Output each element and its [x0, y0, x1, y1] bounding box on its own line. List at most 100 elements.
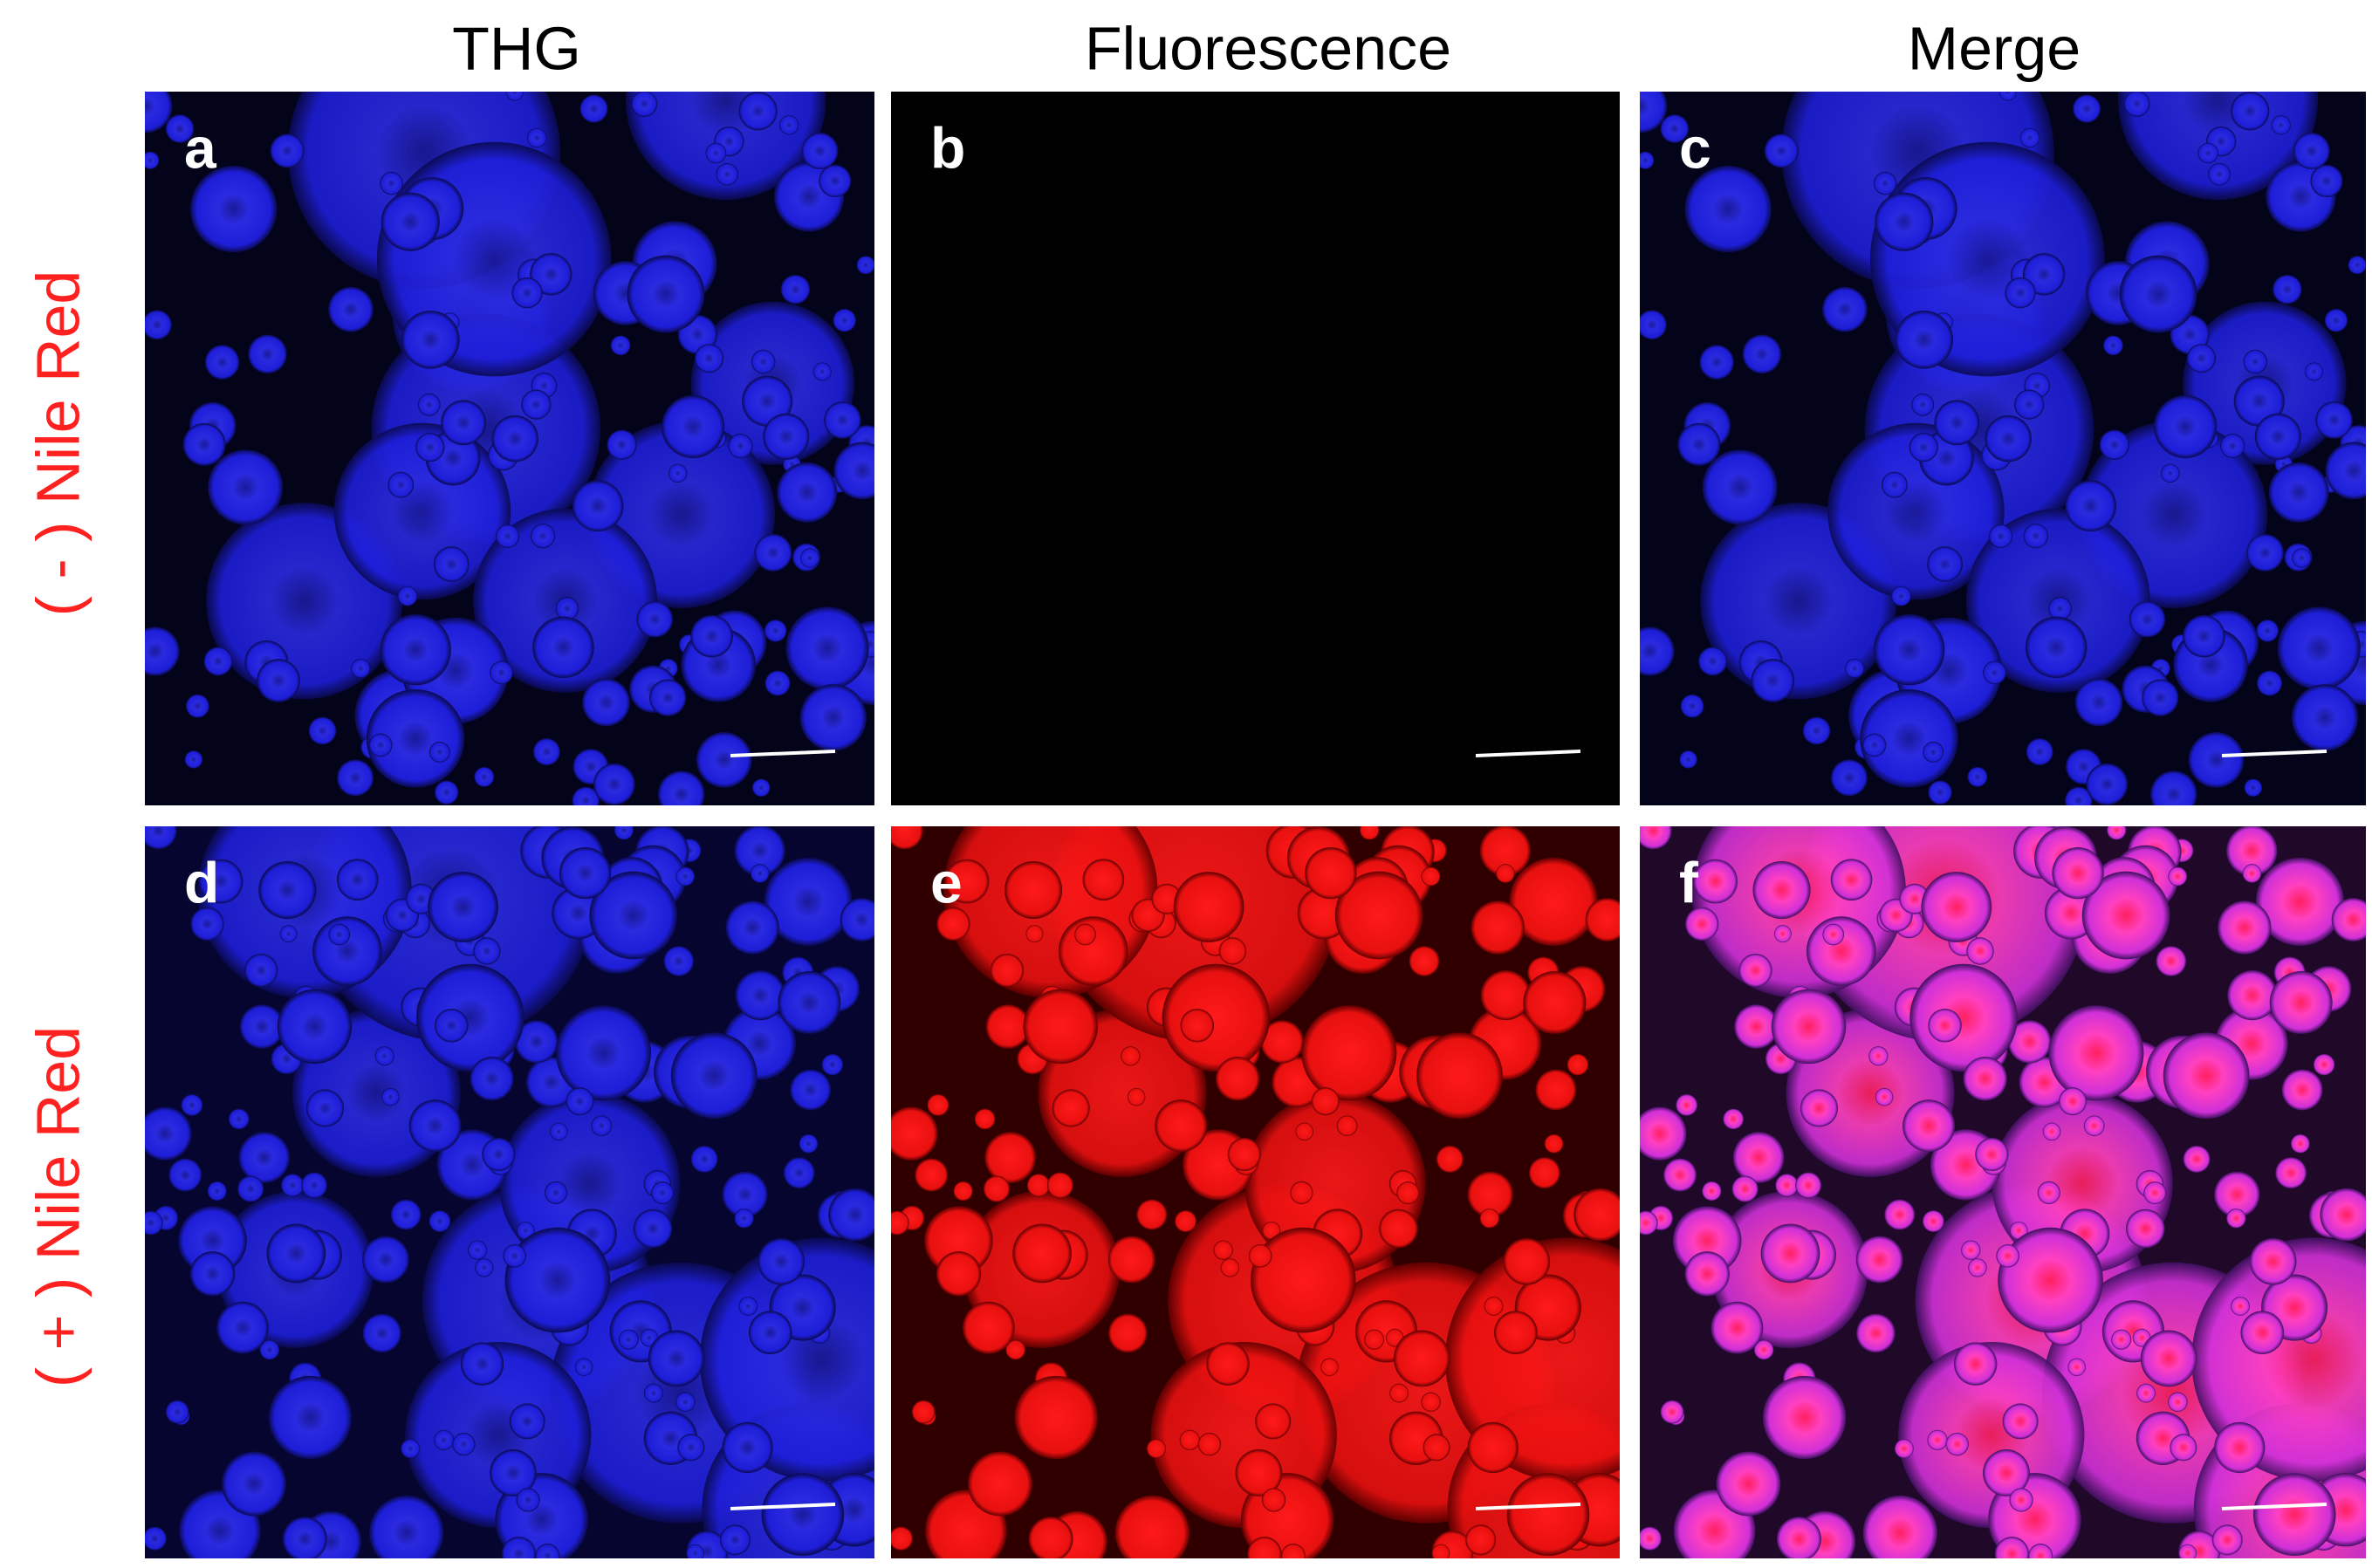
- droplet: [2111, 1329, 2132, 1350]
- droplet: [2269, 971, 2333, 1034]
- droplet: [790, 1069, 832, 1111]
- droplet: [1679, 750, 1697, 769]
- droplet: [574, 1358, 593, 1377]
- droplet: [1672, 1206, 1742, 1276]
- droplet: [1421, 1392, 1441, 1413]
- panel-letter: e: [930, 850, 963, 914]
- droplet: [1676, 1094, 1698, 1116]
- droplet: [1723, 1108, 1745, 1130]
- scale-bar: [1475, 750, 1581, 757]
- droplet: [696, 732, 752, 788]
- droplet: [1389, 1383, 1409, 1403]
- droplet: [891, 1106, 938, 1161]
- droplet: [1830, 859, 1873, 901]
- droplet: [381, 1087, 400, 1106]
- droplet: [984, 1132, 1036, 1183]
- droplet: [2142, 679, 2179, 716]
- droplet: [1731, 1175, 1758, 1202]
- droplet: [648, 1330, 705, 1387]
- droplet: [228, 1108, 250, 1130]
- droplet: [467, 1240, 488, 1260]
- droplet: [1881, 471, 1908, 498]
- droplet: [824, 401, 861, 439]
- droplet: [182, 422, 226, 466]
- row-label: ( + ) Nile Red: [24, 1026, 92, 1387]
- droplet: [1776, 1517, 1821, 1558]
- droplet: [780, 274, 811, 305]
- droplet: [728, 434, 753, 459]
- droplet: [677, 1434, 705, 1462]
- droplet: [490, 661, 513, 685]
- droplet: [1954, 1342, 1998, 1386]
- droplet: [1467, 1171, 1513, 1218]
- droplet: [1260, 1020, 1304, 1064]
- droplet: [2059, 1087, 2087, 1116]
- droplet: [2154, 394, 2218, 459]
- droplet: [915, 1158, 949, 1192]
- droplet: [2214, 1171, 2260, 1218]
- droplet: [1710, 1301, 1764, 1354]
- droplet: [530, 524, 556, 549]
- droplet: [1503, 1237, 1551, 1285]
- droplet: [1364, 1329, 1385, 1350]
- droplet: [1994, 1537, 2030, 1558]
- droplet: [1921, 872, 1992, 942]
- droplet: [1875, 1087, 1894, 1106]
- droplet: [1248, 1243, 1272, 1268]
- droplet: [1471, 900, 1525, 955]
- droplet: [408, 1099, 462, 1153]
- droplet: [1014, 1375, 1098, 1460]
- droplet: [1544, 1133, 1564, 1154]
- droplet: [2290, 1133, 2310, 1154]
- droplet: [1480, 970, 1531, 1021]
- droplet: [891, 826, 923, 850]
- droplet: [763, 413, 810, 460]
- droplet: [503, 1243, 527, 1268]
- droplet: [380, 192, 440, 251]
- droplet: [1875, 192, 1934, 251]
- droplet: [145, 1210, 163, 1236]
- droplet: [2277, 606, 2361, 690]
- droplet: [2099, 429, 2130, 460]
- droplet: [1479, 1209, 1500, 1229]
- droplet: [281, 1174, 305, 1197]
- droplet: [1702, 449, 1778, 525]
- droplet: [2304, 362, 2323, 381]
- droplet: [2086, 763, 2129, 805]
- droplet: [1074, 923, 1096, 946]
- droplet: [2178, 1544, 2197, 1558]
- droplet: [501, 1537, 537, 1558]
- droplet: [2014, 389, 2045, 420]
- droplet: [754, 533, 792, 572]
- droplet: [178, 1206, 247, 1276]
- droplet: [1023, 989, 1098, 1065]
- droplet: [1227, 1137, 1261, 1172]
- droplet: [1431, 1544, 1450, 1558]
- droplet: [1874, 614, 1945, 686]
- droplet: [2183, 1145, 2211, 1173]
- droplet: [145, 627, 180, 676]
- droplet: [764, 620, 787, 642]
- droplet: [670, 1032, 758, 1120]
- droplet: [1416, 1032, 1503, 1120]
- droplet: [366, 688, 465, 788]
- droplet: [1218, 937, 1247, 965]
- droplet: [2143, 1181, 2167, 1205]
- droplet: [511, 277, 543, 309]
- droplet: [738, 1297, 758, 1316]
- droplet: [482, 1137, 516, 1172]
- droplet: [725, 900, 779, 955]
- droplet: [428, 741, 450, 763]
- droplet: [1928, 780, 1952, 805]
- droplet: [2186, 344, 2217, 373]
- droplet: [1742, 334, 1782, 374]
- droplet: [1934, 400, 1980, 446]
- droplet: [2019, 127, 2040, 148]
- droplet: [1494, 1311, 1538, 1354]
- droplet: [516, 1488, 540, 1512]
- droplet: [2140, 1330, 2197, 1387]
- droplet: [1012, 1223, 1072, 1284]
- droplet: [248, 334, 287, 374]
- droplet: [1762, 1375, 1847, 1460]
- droplet: [1640, 92, 1668, 134]
